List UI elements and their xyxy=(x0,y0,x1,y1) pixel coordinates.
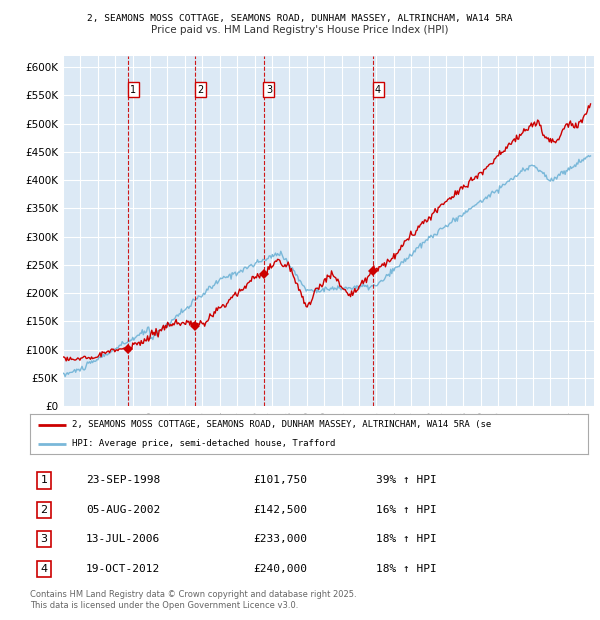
Text: 2, SEAMONS MOSS COTTAGE, SEAMONS ROAD, DUNHAM MASSEY, ALTRINCHAM, WA14 5RA (se: 2, SEAMONS MOSS COTTAGE, SEAMONS ROAD, D… xyxy=(72,420,491,429)
Text: 4: 4 xyxy=(40,564,47,574)
Text: 2: 2 xyxy=(197,85,203,95)
Text: Price paid vs. HM Land Registry's House Price Index (HPI): Price paid vs. HM Land Registry's House … xyxy=(151,25,449,35)
Text: £233,000: £233,000 xyxy=(253,534,307,544)
Text: £142,500: £142,500 xyxy=(253,505,307,515)
Text: 2: 2 xyxy=(40,505,47,515)
Text: 39% ↑ HPI: 39% ↑ HPI xyxy=(376,476,437,485)
Text: 3: 3 xyxy=(266,85,272,95)
Text: Contains HM Land Registry data © Crown copyright and database right 2025.
This d: Contains HM Land Registry data © Crown c… xyxy=(30,590,356,609)
Text: 4: 4 xyxy=(375,85,381,95)
Text: 05-AUG-2002: 05-AUG-2002 xyxy=(86,505,160,515)
Text: 1: 1 xyxy=(130,85,136,95)
Text: 13-JUL-2006: 13-JUL-2006 xyxy=(86,534,160,544)
Text: 23-SEP-1998: 23-SEP-1998 xyxy=(86,476,160,485)
Text: £240,000: £240,000 xyxy=(253,564,307,574)
Text: 18% ↑ HPI: 18% ↑ HPI xyxy=(376,564,437,574)
Text: 1: 1 xyxy=(40,476,47,485)
Text: 3: 3 xyxy=(40,534,47,544)
Text: 18% ↑ HPI: 18% ↑ HPI xyxy=(376,534,437,544)
Text: 19-OCT-2012: 19-OCT-2012 xyxy=(86,564,160,574)
Text: 16% ↑ HPI: 16% ↑ HPI xyxy=(376,505,437,515)
Text: 2, SEAMONS MOSS COTTAGE, SEAMONS ROAD, DUNHAM MASSEY, ALTRINCHAM, WA14 5RA: 2, SEAMONS MOSS COTTAGE, SEAMONS ROAD, D… xyxy=(87,14,513,23)
Text: HPI: Average price, semi-detached house, Trafford: HPI: Average price, semi-detached house,… xyxy=(72,439,335,448)
Text: £101,750: £101,750 xyxy=(253,476,307,485)
